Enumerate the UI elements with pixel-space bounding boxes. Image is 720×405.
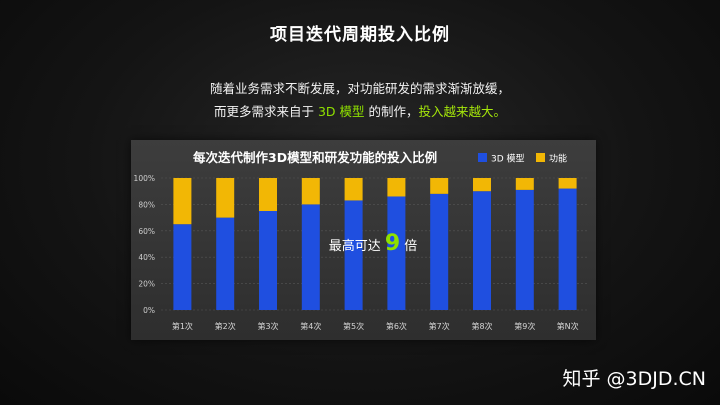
y-tick-label: 20% [138, 280, 155, 289]
y-tick-label: 100% [134, 174, 155, 183]
x-tick-label: 第4次 [300, 321, 321, 331]
x-tick-label: 第5次 [343, 321, 364, 331]
x-tick-label: 第N次 [557, 321, 579, 331]
bar-feature-9 [515, 178, 534, 190]
bar-feature-2 [216, 178, 235, 218]
intro-line-2: 而更多需求来自于 3D 模型 的制作，投入越来越大。 [0, 101, 720, 120]
bar-feature-5 [344, 178, 363, 201]
x-tick-label: 第8次 [471, 321, 492, 331]
bar-model-6 [387, 196, 406, 310]
bar-model-2 [216, 217, 235, 310]
annotation-text: 最高可达 9 倍 [329, 231, 418, 256]
bar-model-1 [173, 224, 192, 310]
intro-text-a: 而更多需求来自于 [213, 104, 318, 119]
bar-feature-1 [173, 178, 192, 225]
intro-line-1: 随着业务需求不断发展，对功能研发的需求渐渐放缓， [209, 81, 510, 96]
bar-feature-7 [430, 178, 449, 194]
y-tick-label: 40% [138, 253, 155, 262]
intro-text-b: 的制作， [364, 104, 419, 119]
bar-model-9 [515, 189, 534, 310]
x-tick-label: 第3次 [257, 321, 278, 331]
x-tick-label: 第7次 [429, 321, 450, 331]
bar-feature-3 [259, 178, 277, 211]
legend-swatch-2 [536, 153, 545, 162]
y-tick-label: 60% [138, 227, 155, 236]
x-tick-label: 第9次 [514, 321, 535, 331]
intro-highlight-3d-model: 3D 模型 [317, 104, 365, 119]
annotation-value: 9 [385, 231, 400, 256]
x-tick-label: 第6次 [386, 321, 407, 331]
bar-feature-10 [558, 178, 577, 189]
watermark: 知乎 @3DJD.CN [562, 368, 706, 390]
bar-feature-4 [301, 178, 320, 205]
chart-panel: 每次迭代制作3D模型和研发功能的投入比例 3D 模型 功能 0% 20% 40% 60% 80… [131, 140, 596, 340]
chart-title: 每次迭代制作3D模型和研发功能的投入比例 [193, 150, 437, 165]
bar-model-7 [430, 193, 449, 310]
stacked-bar-chart: 每次迭代制作3D模型和研发功能的投入比例 3D 模型 功能 0% 20% 40% 60% 80… [134, 150, 589, 331]
x-tick-label: 第1次 [172, 321, 193, 331]
annotation-suffix: 倍 [400, 239, 417, 254]
annotation-prefix: 最高可达 [329, 238, 385, 254]
bar-feature-6 [387, 178, 406, 197]
slide-title: 项目迭代周期投入比例 [270, 25, 450, 45]
legend-label-1: 3D 模型 [491, 154, 525, 165]
bar-model-5 [344, 200, 363, 310]
y-tick-label: 0% [143, 306, 155, 315]
x-tick-label: 第2次 [215, 321, 236, 331]
bar-model-8 [473, 191, 491, 310]
legend-label-2: 功能 [549, 153, 567, 165]
legend-swatch-1 [478, 153, 487, 162]
bar-model-3 [259, 211, 277, 310]
intro-highlight-increase: 投入越来越大。 [418, 104, 507, 119]
y-tick-label: 80% [138, 200, 155, 209]
bar-model-4 [301, 204, 320, 310]
bar-feature-8 [473, 178, 491, 192]
bar-model-10 [558, 188, 577, 310]
